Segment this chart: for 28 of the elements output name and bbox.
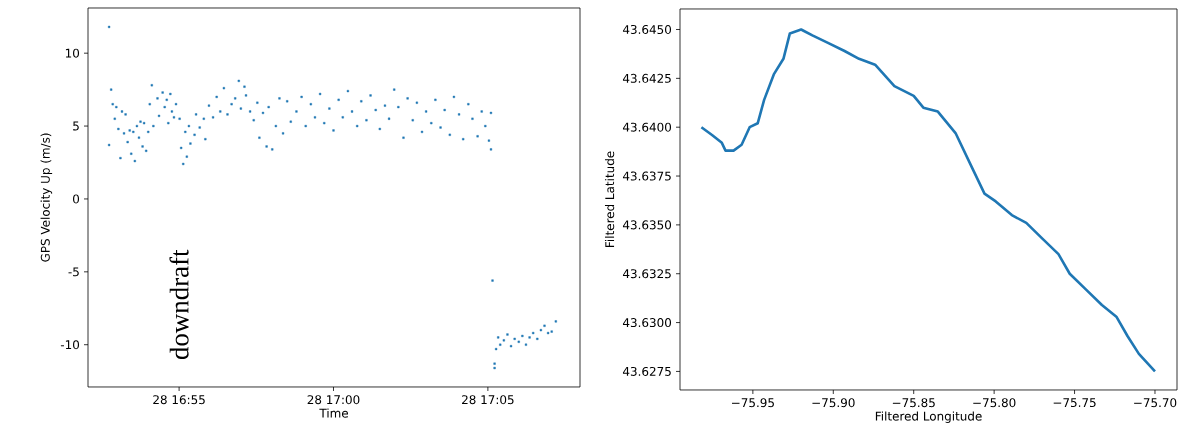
y-tick-label: 43.6375	[622, 171, 671, 181]
y-tick-label: 10	[65, 48, 80, 58]
y-axis-title: Filtered Latitude	[604, 151, 615, 247]
y-tick-label: 43.6275	[622, 366, 671, 376]
y-tick-label: 43.6400	[622, 122, 672, 132]
x-tick-label: 28 16:55	[153, 395, 205, 405]
y-tick-label: 5	[73, 121, 79, 131]
x-tick-label: −75.70	[1134, 398, 1177, 408]
x-tick-label: 28 17:05	[462, 395, 514, 405]
y-tick-label: -5	[68, 267, 79, 277]
x-tick-label: −75.95	[732, 398, 774, 408]
line-series	[700, 28, 1157, 373]
y-tick-label: 43.6350	[622, 220, 672, 230]
x-axis-title: Time	[319, 408, 349, 418]
y-axis-title: GPS Velocity Up (m/s)	[40, 133, 53, 262]
x-tick-label: −75.80	[973, 398, 1016, 408]
y-tick-label: 43.6300	[622, 318, 672, 328]
x-tick-label: 28 17:00	[307, 395, 360, 405]
y-tick-label: -10	[60, 340, 80, 350]
x-tick-label: −75.75	[1053, 398, 1096, 408]
y-tick-label: 0	[73, 194, 80, 204]
y-tick-label: 43.6425	[622, 73, 671, 83]
x-tick-label: −75.85	[892, 398, 935, 408]
y-tick-label: 43.6450	[622, 24, 672, 35]
y-tick-label: 43.6325	[622, 269, 671, 279]
x-tick-label: −75.90	[812, 398, 855, 408]
annotation: downdraft	[169, 249, 189, 360]
x-axis-title: Filtered Longitude	[875, 411, 982, 423]
